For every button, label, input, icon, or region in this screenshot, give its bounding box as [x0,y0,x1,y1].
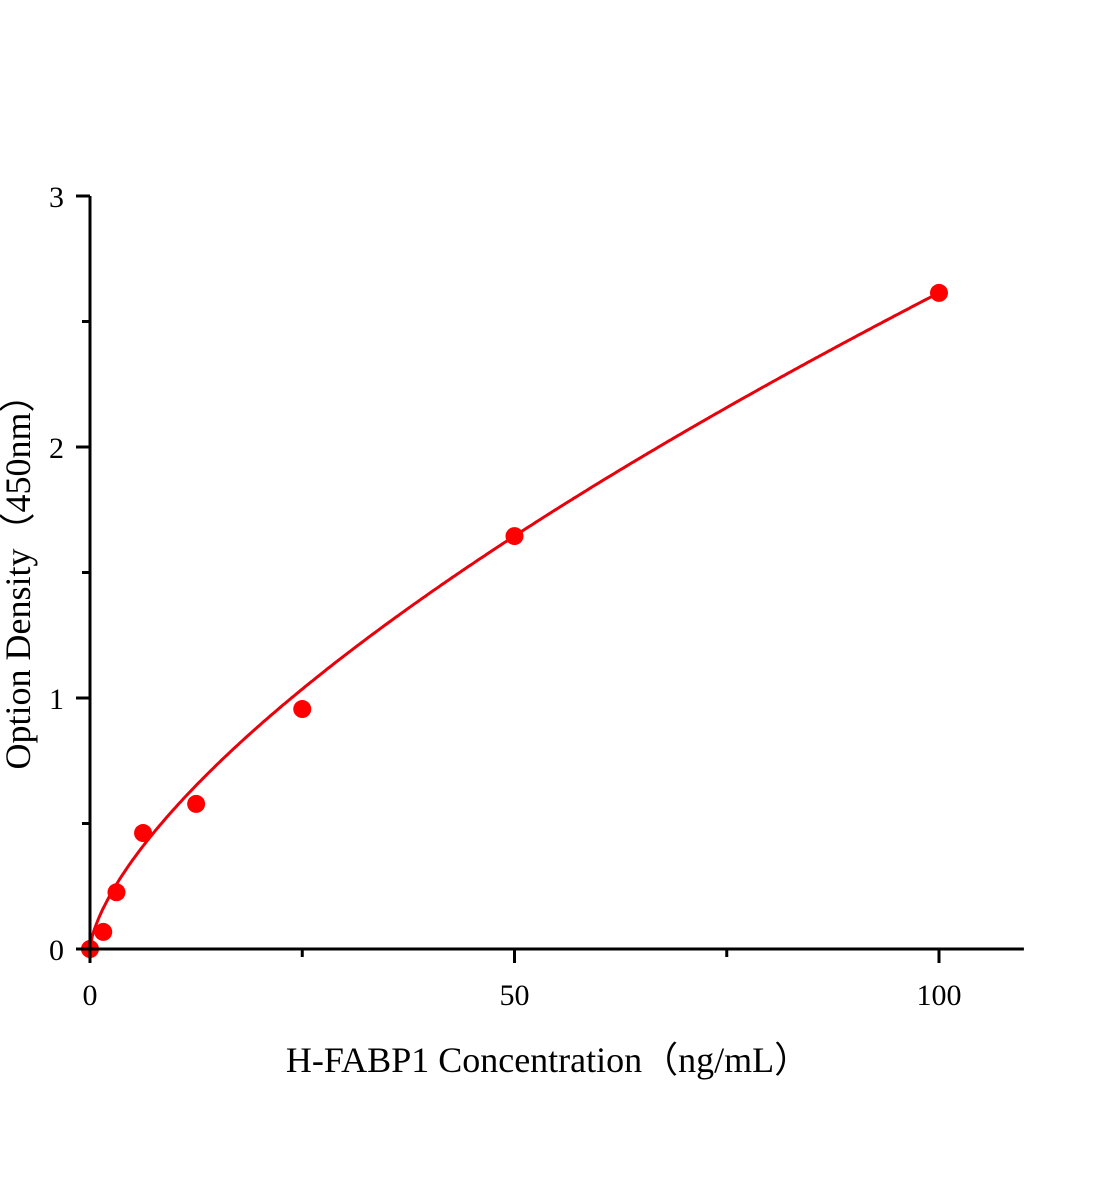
x-tick-label: 0 [83,979,98,1012]
y-tick-label: 2 [49,432,64,465]
data-points [81,283,948,958]
y-tick-label: 1 [49,683,64,716]
data-point [293,700,312,719]
fit-curve [88,291,940,950]
y-axis-title: Option Density（450nm） [0,377,38,770]
data-point [505,527,524,546]
x-tick-label: 50 [500,979,530,1012]
y-tick-label: 0 [49,934,64,967]
axes: 0 50 100 0 1 2 3 [49,181,1024,1012]
data-point [930,283,948,302]
data-point [107,883,126,902]
data-point [187,794,206,813]
x-tick-label: 100 [917,979,962,1012]
y-tick-label: 3 [49,181,64,214]
data-point [134,824,153,843]
data-point [94,922,113,941]
x-axis-title: H-FABP1 Concentration（ng/mL） [286,1040,810,1080]
